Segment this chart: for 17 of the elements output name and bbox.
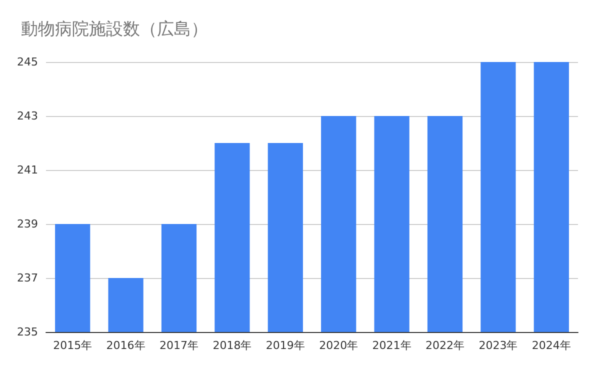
x-tick-label: 2021年: [372, 339, 412, 352]
y-tick-label: 245: [17, 56, 38, 68]
x-tick-label: 2018年: [212, 339, 252, 352]
x-tick-label: 2017年: [160, 339, 198, 352]
y-tick-label: 243: [17, 110, 38, 122]
x-tick-label: 2022年: [426, 339, 464, 352]
x-tick-label: 2019年: [266, 339, 305, 352]
x-tick-label: 2024年: [532, 339, 571, 352]
x-tick-label: 2023年: [478, 339, 518, 352]
y-tick-label: 237: [17, 272, 38, 284]
chart-title: 動物病院施設数（広島）: [21, 20, 208, 40]
y-tick-label: 235: [17, 326, 38, 338]
x-tick-label: 2016年: [106, 339, 146, 352]
y-tick-label: 239: [17, 218, 38, 230]
x-tick-label: 2015年: [53, 339, 92, 352]
x-tick-label: 2020年: [319, 339, 358, 352]
y-tick-label: 241: [17, 164, 38, 176]
